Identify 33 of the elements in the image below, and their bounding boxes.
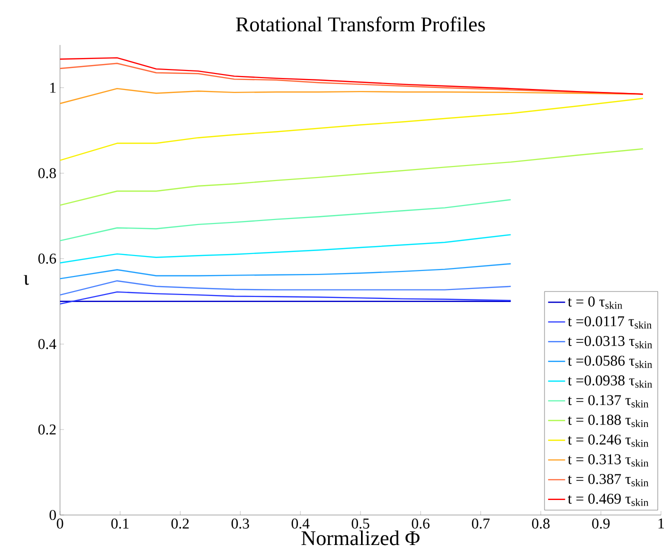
line-series [60, 263, 512, 280]
legend-label: t =0.0117 τ$_{skin}$ [568, 316, 652, 329]
legend-label: t =0.0938 τ$_{skin}$ [568, 375, 652, 388]
x-axis-title: Normalized Φ [301, 530, 420, 546]
legend-label: t = 0.137 τ$_{skin}$ [568, 395, 648, 408]
x-tick-label: 0 [56, 518, 64, 529]
y-tick-label: 0 [50, 510, 56, 520]
y-tick-label: 0.6 [38, 254, 56, 264]
line-series [60, 291, 512, 305]
legend-label: t = 0.387 τ$_{skin}$ [568, 474, 648, 486]
x-tick-label: 0.7 [472, 518, 490, 529]
y-tick-label: 0.2 [38, 424, 56, 435]
y-tick-label: 0.4 [38, 339, 56, 350]
x-tick-label: 0.2 [171, 518, 189, 529]
x-tick-label: 0.6 [412, 518, 430, 529]
y-tick-label: 1 [50, 82, 56, 93]
x-tick-label: 0.8 [532, 518, 550, 529]
legend-label: t = 0.313 τ$_{skin}$ [568, 454, 648, 467]
legend-label: t = 0 τ$_{skin}$ [568, 296, 622, 309]
legend-label: t = 0.469 τ$_{skin}$ [568, 494, 648, 506]
x-tick-label: 0.9 [592, 518, 610, 529]
x-tick-label: 0.1 [111, 518, 129, 529]
chart-title: Rotational Transform Profiles [236, 16, 485, 32]
legend-label: t = 0.246 τ$_{skin}$ [568, 434, 648, 447]
legend-label: t =0.0586 τ$_{skin}$ [568, 356, 652, 368]
y-axis-title: ι [24, 275, 29, 285]
x-tick-label: 0.5 [352, 518, 370, 529]
x-tick-label: 0.4 [292, 518, 310, 529]
x-tick-label: 1 [658, 518, 664, 528]
y-tick-label: 0.8 [38, 168, 56, 178]
legend-label: t =0.0313 τ$_{skin}$ [568, 336, 652, 348]
legend-label: t = 0.188 τ$_{skin}$ [568, 414, 648, 428]
x-tick-label: 0.3 [232, 518, 250, 529]
